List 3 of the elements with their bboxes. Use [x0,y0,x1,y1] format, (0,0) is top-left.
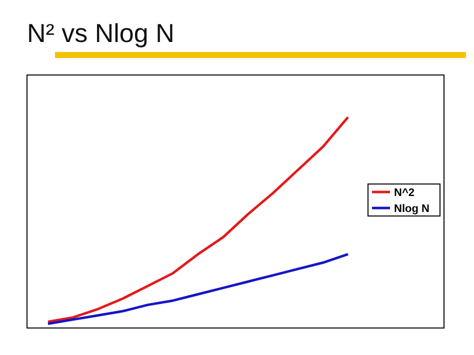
legend-label: N^2 [394,187,414,199]
legend-label: Nlog N [394,203,430,215]
chart-title: N² vs Nlog N [27,18,174,48]
